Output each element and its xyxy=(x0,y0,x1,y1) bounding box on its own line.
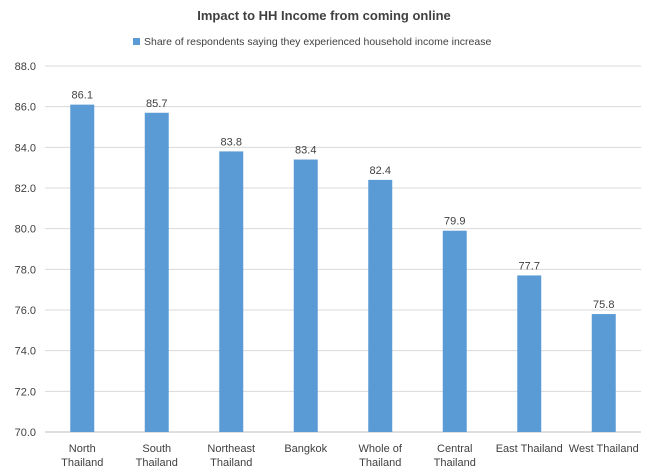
chart-title: Impact to HH Income from coming online xyxy=(197,8,451,23)
y-tick-label: 76.0 xyxy=(15,305,36,317)
bar xyxy=(368,179,393,432)
bar xyxy=(591,314,616,432)
y-tick-label: 70.0 xyxy=(15,427,36,439)
y-tick-label: 80.0 xyxy=(15,224,36,236)
data-label: 79.9 xyxy=(444,216,465,228)
data-label: 75.8 xyxy=(593,299,614,311)
x-axis: North Thailand South Thailand Northeast Thail… xyxy=(61,443,639,469)
x-tick-label: Whole of xyxy=(359,443,403,455)
x-tick-label: Thailand xyxy=(210,457,252,469)
data-label: 85.7 xyxy=(146,98,167,110)
data-label: 77.7 xyxy=(519,260,540,272)
x-tick-label: Bangkok xyxy=(284,443,327,455)
y-tick-label: 72.0 xyxy=(15,386,36,398)
x-tick-label: West Thailand xyxy=(569,443,639,455)
x-tick-label: East Thailand xyxy=(496,443,563,455)
y-tick-label: 74.0 xyxy=(15,346,36,358)
x-tick-label: Northeast xyxy=(207,443,255,455)
data-label: 86.1 xyxy=(72,90,93,102)
y-tick-label: 78.0 xyxy=(15,264,36,276)
legend-swatch xyxy=(133,38,140,45)
legend-label: Share of respondents saying they experie… xyxy=(144,36,491,48)
data-label: 82.4 xyxy=(370,165,391,177)
x-tick-label: Central xyxy=(437,443,472,455)
bar xyxy=(144,112,169,433)
x-tick-label: Thailand xyxy=(136,457,178,469)
y-tick-label: 88.0 xyxy=(15,61,36,73)
data-label: 83.8 xyxy=(221,136,242,148)
x-tick-label: North xyxy=(69,443,96,455)
x-tick-label: Thailand xyxy=(434,457,476,469)
bar xyxy=(442,230,467,432)
x-tick-label: Thailand xyxy=(359,457,401,469)
y-tick-label: 84.0 xyxy=(15,142,36,154)
bar xyxy=(293,159,318,433)
bar xyxy=(517,275,542,432)
bar xyxy=(219,151,244,432)
x-tick-label: South xyxy=(142,443,171,455)
y-tick-label: 82.0 xyxy=(15,183,36,195)
y-tick-label: 86.0 xyxy=(15,102,36,114)
gridlines xyxy=(45,65,641,433)
data-labels: 86.1 85.7 83.8 83.4 82.4 79.9 77.7 75.8 xyxy=(72,90,615,311)
data-label: 83.4 xyxy=(295,145,316,157)
bars xyxy=(70,104,616,433)
x-tick-label: Thailand xyxy=(61,457,103,469)
y-axis: 70.0 72.0 74.0 76.0 78.0 80.0 82.0 84.0 86.0 88.0 xyxy=(15,61,36,439)
bar xyxy=(70,104,95,432)
legend: Share of respondents saying they experie… xyxy=(133,36,491,48)
